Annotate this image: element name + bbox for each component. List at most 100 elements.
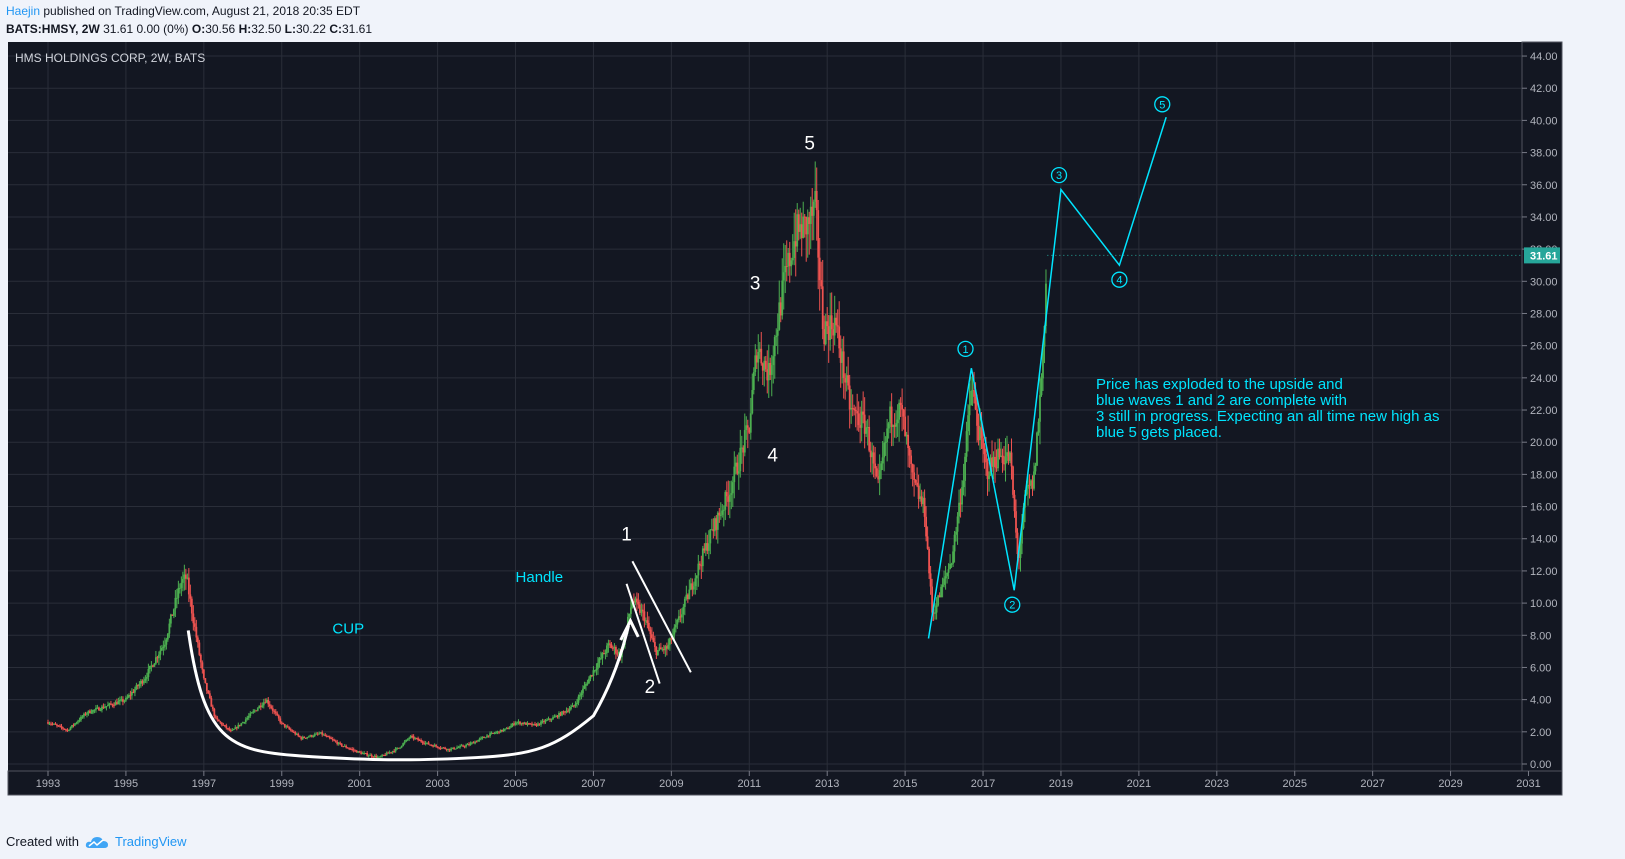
candle-body: [703, 548, 706, 551]
candle-body: [123, 700, 126, 702]
candle-body: [1031, 480, 1034, 489]
candle-body: [763, 360, 766, 371]
candle-body: [892, 425, 895, 427]
candle-body: [442, 747, 445, 749]
candle-body: [330, 738, 333, 740]
candle-body: [448, 748, 451, 751]
blue-wave-circle: [1004, 596, 1021, 613]
candle-body: [259, 705, 262, 707]
candle-body: [153, 663, 156, 667]
candle-body: [610, 644, 613, 649]
candle-body: [988, 475, 990, 480]
candle-body: [580, 693, 583, 696]
candle-body: [487, 735, 490, 737]
candle-body: [421, 741, 424, 743]
candle-body: [138, 683, 141, 687]
candle-body: [231, 729, 234, 731]
candle-body: [817, 210, 820, 258]
blue-wave-label: 3: [1056, 170, 1062, 182]
candle-body: [499, 729, 502, 733]
candle-body: [727, 496, 730, 502]
candle-body: [692, 586, 695, 590]
candle-body: [582, 688, 584, 694]
candle-body: [151, 665, 154, 667]
candle-body: [289, 729, 292, 731]
blue-wave-circle: [1154, 96, 1171, 113]
candle-body: [63, 728, 66, 730]
tradingview-brand-link[interactable]: TradingView: [114, 834, 187, 849]
cup-arrowhead: [619, 617, 640, 641]
candle-body: [878, 470, 881, 480]
candle-body: [781, 280, 784, 316]
candle-body: [653, 641, 656, 648]
candle-body: [166, 633, 169, 640]
candle-body: [658, 647, 661, 651]
candle-body: [417, 738, 420, 741]
price-axis[interactable]: [1521, 41, 1563, 772]
candle-body: [1012, 466, 1014, 495]
candle-body: [517, 721, 520, 723]
candle-body: [880, 463, 883, 471]
candle-body: [925, 516, 927, 537]
candle-body: [911, 463, 914, 473]
candle-body: [743, 430, 746, 453]
candle-body: [429, 744, 432, 746]
candle-body: [226, 728, 229, 730]
candle-body: [268, 704, 271, 707]
white-wave-label: 1: [621, 524, 632, 545]
candle-body: [851, 407, 854, 409]
handle-line-lower: [625, 583, 661, 684]
price-tick-label: 36.00: [1530, 180, 1558, 192]
candle-body: [635, 598, 638, 602]
candle-body: [354, 750, 357, 752]
candle-body: [349, 748, 352, 750]
candle-body: [255, 710, 258, 712]
author-link[interactable]: Haejin: [6, 4, 41, 18]
candle-body: [916, 482, 919, 486]
candle-body: [318, 733, 321, 735]
candle-body: [745, 425, 748, 431]
candle-body: [959, 502, 962, 505]
candle-body: [468, 744, 470, 746]
candle-body: [304, 737, 307, 739]
candle-body: [414, 738, 417, 740]
handle-label: Handle: [516, 569, 564, 586]
candle-body: [749, 413, 752, 433]
candle-body: [754, 355, 757, 373]
candle-body: [177, 587, 180, 598]
candle-body: [782, 272, 785, 281]
candle-body: [508, 727, 511, 730]
candle-body: [854, 409, 857, 412]
candle-body: [457, 747, 460, 749]
candle-body: [1000, 455, 1002, 458]
candle-body: [222, 724, 225, 726]
candle-body: [967, 415, 969, 432]
candle-body: [775, 335, 778, 338]
candle-body: [297, 733, 300, 736]
candle-body: [776, 329, 779, 336]
candle-body: [143, 680, 145, 684]
candle-body: [827, 326, 830, 341]
candle-body: [794, 241, 797, 247]
time-axis[interactable]: [7, 770, 1563, 796]
candle-body: [198, 642, 201, 655]
candle-body: [427, 742, 430, 745]
candle-body: [662, 649, 665, 651]
candle-body: [982, 438, 984, 449]
candle-body: [280, 722, 283, 724]
cup-label: CUP: [332, 621, 364, 638]
candle-body: [733, 466, 736, 483]
candle-body: [632, 601, 635, 603]
candle-body: [659, 647, 662, 650]
candle-body: [238, 724, 241, 726]
candle-body: [101, 706, 103, 711]
candle-body: [472, 742, 475, 744]
candle-body: [740, 447, 743, 449]
candle-body: [847, 375, 850, 386]
candle-body: [555, 715, 557, 717]
candle-body: [172, 609, 175, 616]
candle-body: [630, 607, 632, 614]
candle-body: [156, 657, 159, 659]
candle-body: [477, 740, 479, 742]
